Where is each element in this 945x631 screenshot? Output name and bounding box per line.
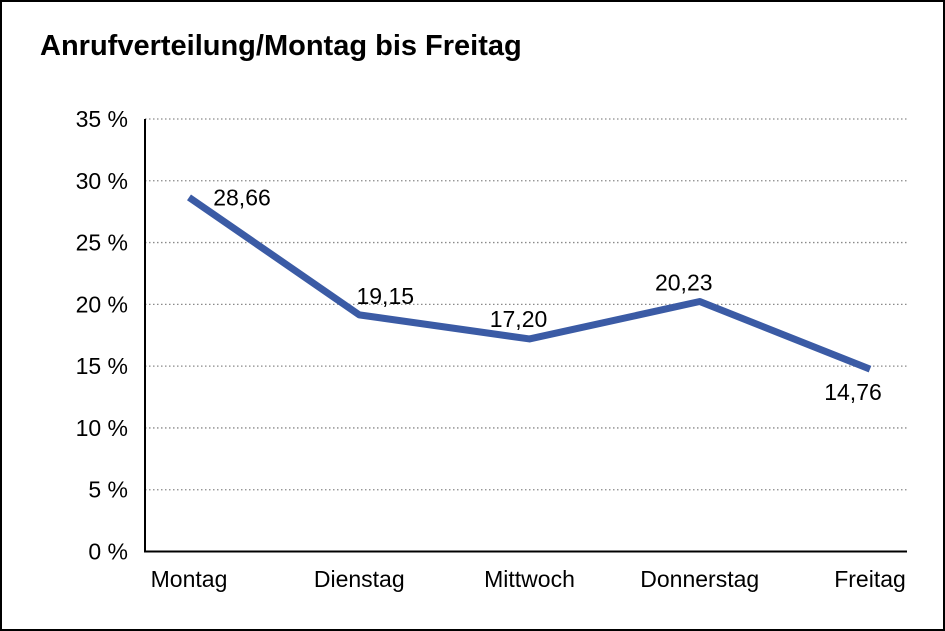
data-point-label: 20,23 — [655, 270, 713, 296]
series-line — [187, 194, 872, 373]
data-point-label: 14,76 — [824, 379, 882, 405]
y-tick-label: 5 % — [88, 477, 128, 503]
data-point-label: 28,66 — [213, 184, 271, 210]
data-point-label: 19,15 — [356, 283, 414, 309]
x-tick-label: Dienstag — [314, 566, 405, 592]
y-tick-label: 30 % — [76, 168, 128, 194]
x-tick-label: Donnerstag — [640, 566, 759, 592]
y-tick-label: 15 % — [76, 353, 128, 379]
x-tick-label: Freitag — [834, 566, 906, 592]
y-tick-label: 25 % — [76, 230, 128, 256]
x-tick-label: Mittwoch — [484, 566, 575, 592]
y-tick-label: 35 % — [76, 106, 128, 132]
y-tick-label: 0 % — [88, 539, 128, 565]
axis-lines — [144, 119, 907, 553]
data-point-label: 17,20 — [490, 306, 548, 332]
y-tick-label: 10 % — [76, 415, 128, 441]
x-tick-label: Montag — [151, 566, 228, 592]
y-tick-label: 20 % — [76, 291, 128, 317]
chart-title: Anrufverteilung/Montag bis Freitag — [40, 30, 522, 62]
